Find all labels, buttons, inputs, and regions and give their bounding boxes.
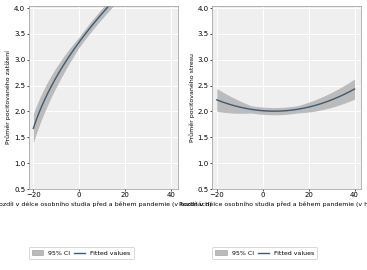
Legend: 95% CI, Fitted values: 95% CI, Fitted values: [29, 247, 134, 259]
X-axis label: Rozdíl v délce osobního studia před a během pandemie (v hodinách): Rozdíl v délce osobního studia před a bě…: [0, 201, 212, 207]
Y-axis label: Průměr pociťovaného zatížení: Průměr pociťovaného zatížení: [6, 50, 11, 144]
Legend: 95% CI, Fitted values: 95% CI, Fitted values: [212, 247, 317, 259]
Y-axis label: Průměr pociťovaného stresu: Průměr pociťovaného stresu: [189, 53, 195, 142]
X-axis label: Rozdíl v délce osobního studia před a během pandemie (v hodinách): Rozdíl v délce osobního studia před a bě…: [179, 201, 367, 207]
